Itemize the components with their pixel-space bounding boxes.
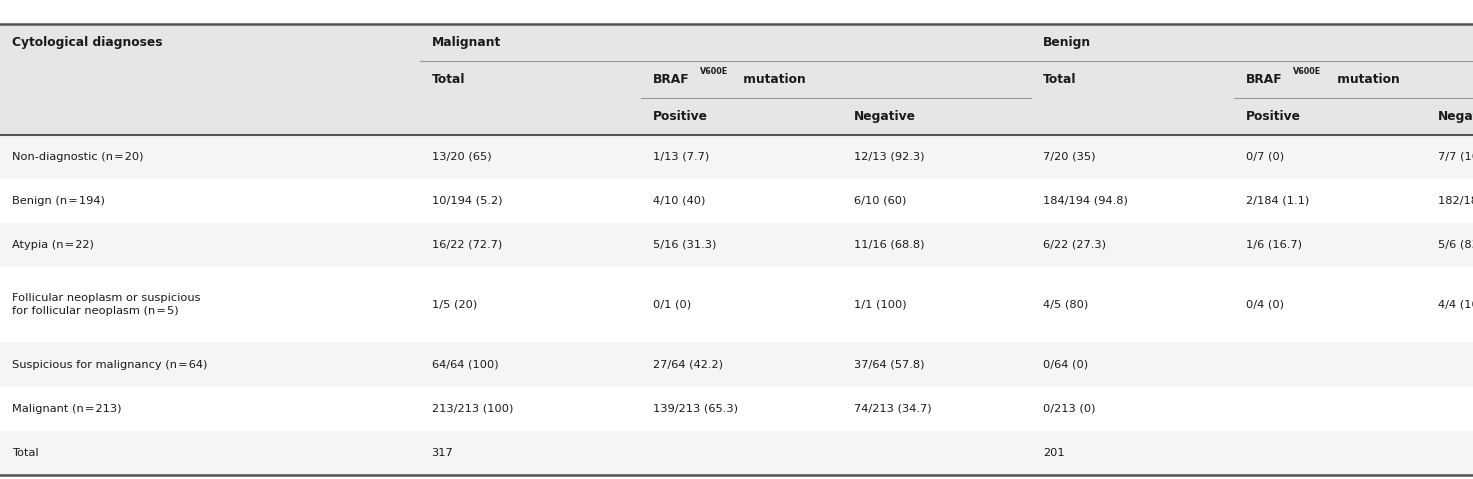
Text: 7/7 (100): 7/7 (100) <box>1438 152 1473 161</box>
Text: V600E: V600E <box>700 68 728 76</box>
Text: BRAF: BRAF <box>1246 73 1283 86</box>
Text: 201: 201 <box>1043 448 1065 457</box>
Text: Follicular neoplasm or suspicious
for follicular neoplasm (n = 5): Follicular neoplasm or suspicious for fo… <box>12 293 200 316</box>
Text: 1/13 (7.7): 1/13 (7.7) <box>653 152 709 161</box>
Text: 37/64 (57.8): 37/64 (57.8) <box>854 360 925 369</box>
Text: Cytological diagnoses: Cytological diagnoses <box>12 36 162 49</box>
Text: mutation: mutation <box>739 73 806 86</box>
Text: Negative: Negative <box>854 110 916 123</box>
Bar <box>0 135 1473 179</box>
Text: BRAF: BRAF <box>653 73 689 86</box>
Text: Positive: Positive <box>1246 110 1301 123</box>
Text: 213/213 (100): 213/213 (100) <box>432 404 513 413</box>
Text: 182/184 (98.9): 182/184 (98.9) <box>1438 196 1473 205</box>
Bar <box>0 431 1473 475</box>
Text: 6/22 (27.3): 6/22 (27.3) <box>1043 240 1106 250</box>
Text: Atypia (n = 22): Atypia (n = 22) <box>12 240 94 250</box>
Bar <box>0 61 1473 98</box>
Bar <box>0 267 1473 342</box>
Text: Total: Total <box>432 73 465 86</box>
Text: Benign (n = 194): Benign (n = 194) <box>12 196 105 205</box>
Bar <box>0 98 1473 135</box>
Bar <box>0 179 1473 223</box>
Text: 64/64 (100): 64/64 (100) <box>432 360 498 369</box>
Text: Non-diagnostic (n = 20): Non-diagnostic (n = 20) <box>12 152 143 161</box>
Text: Malignant (n = 213): Malignant (n = 213) <box>12 404 121 413</box>
Text: 5/6 (83.3): 5/6 (83.3) <box>1438 240 1473 250</box>
Text: 16/22 (72.7): 16/22 (72.7) <box>432 240 502 250</box>
Text: Benign: Benign <box>1043 36 1091 49</box>
Text: Suspicious for malignancy (n = 64): Suspicious for malignancy (n = 64) <box>12 360 208 369</box>
Text: 1/5 (20): 1/5 (20) <box>432 300 477 309</box>
Text: 74/213 (34.7): 74/213 (34.7) <box>854 404 932 413</box>
Text: Total: Total <box>1043 73 1077 86</box>
Text: Negative: Negative <box>1438 110 1473 123</box>
Bar <box>0 24 1473 61</box>
Bar <box>0 342 1473 387</box>
Text: 184/194 (94.8): 184/194 (94.8) <box>1043 196 1128 205</box>
Bar <box>0 223 1473 267</box>
Text: 11/16 (68.8): 11/16 (68.8) <box>854 240 925 250</box>
Text: 317: 317 <box>432 448 454 457</box>
Text: 0/64 (0): 0/64 (0) <box>1043 360 1089 369</box>
Text: 2/184 (1.1): 2/184 (1.1) <box>1246 196 1309 205</box>
Text: 1/6 (16.7): 1/6 (16.7) <box>1246 240 1302 250</box>
Text: 1/1 (100): 1/1 (100) <box>854 300 907 309</box>
Text: mutation: mutation <box>1333 73 1399 86</box>
Text: 4/5 (80): 4/5 (80) <box>1043 300 1089 309</box>
Text: V600E: V600E <box>1293 68 1321 76</box>
Text: 4/10 (40): 4/10 (40) <box>653 196 706 205</box>
Text: 4/4 (100): 4/4 (100) <box>1438 300 1473 309</box>
Text: Positive: Positive <box>653 110 707 123</box>
Text: 0/7 (0): 0/7 (0) <box>1246 152 1284 161</box>
Text: 12/13 (92.3): 12/13 (92.3) <box>854 152 925 161</box>
Text: 139/213 (65.3): 139/213 (65.3) <box>653 404 738 413</box>
Text: 10/194 (5.2): 10/194 (5.2) <box>432 196 502 205</box>
Text: 13/20 (65): 13/20 (65) <box>432 152 491 161</box>
Text: 5/16 (31.3): 5/16 (31.3) <box>653 240 716 250</box>
Text: Malignant: Malignant <box>432 36 501 49</box>
Bar <box>0 387 1473 431</box>
Text: 0/1 (0): 0/1 (0) <box>653 300 691 309</box>
Text: 27/64 (42.2): 27/64 (42.2) <box>653 360 723 369</box>
Text: Total: Total <box>12 448 38 457</box>
Text: 7/20 (35): 7/20 (35) <box>1043 152 1096 161</box>
Text: 6/10 (60): 6/10 (60) <box>854 196 907 205</box>
Text: 0/213 (0): 0/213 (0) <box>1043 404 1096 413</box>
Text: 0/4 (0): 0/4 (0) <box>1246 300 1284 309</box>
